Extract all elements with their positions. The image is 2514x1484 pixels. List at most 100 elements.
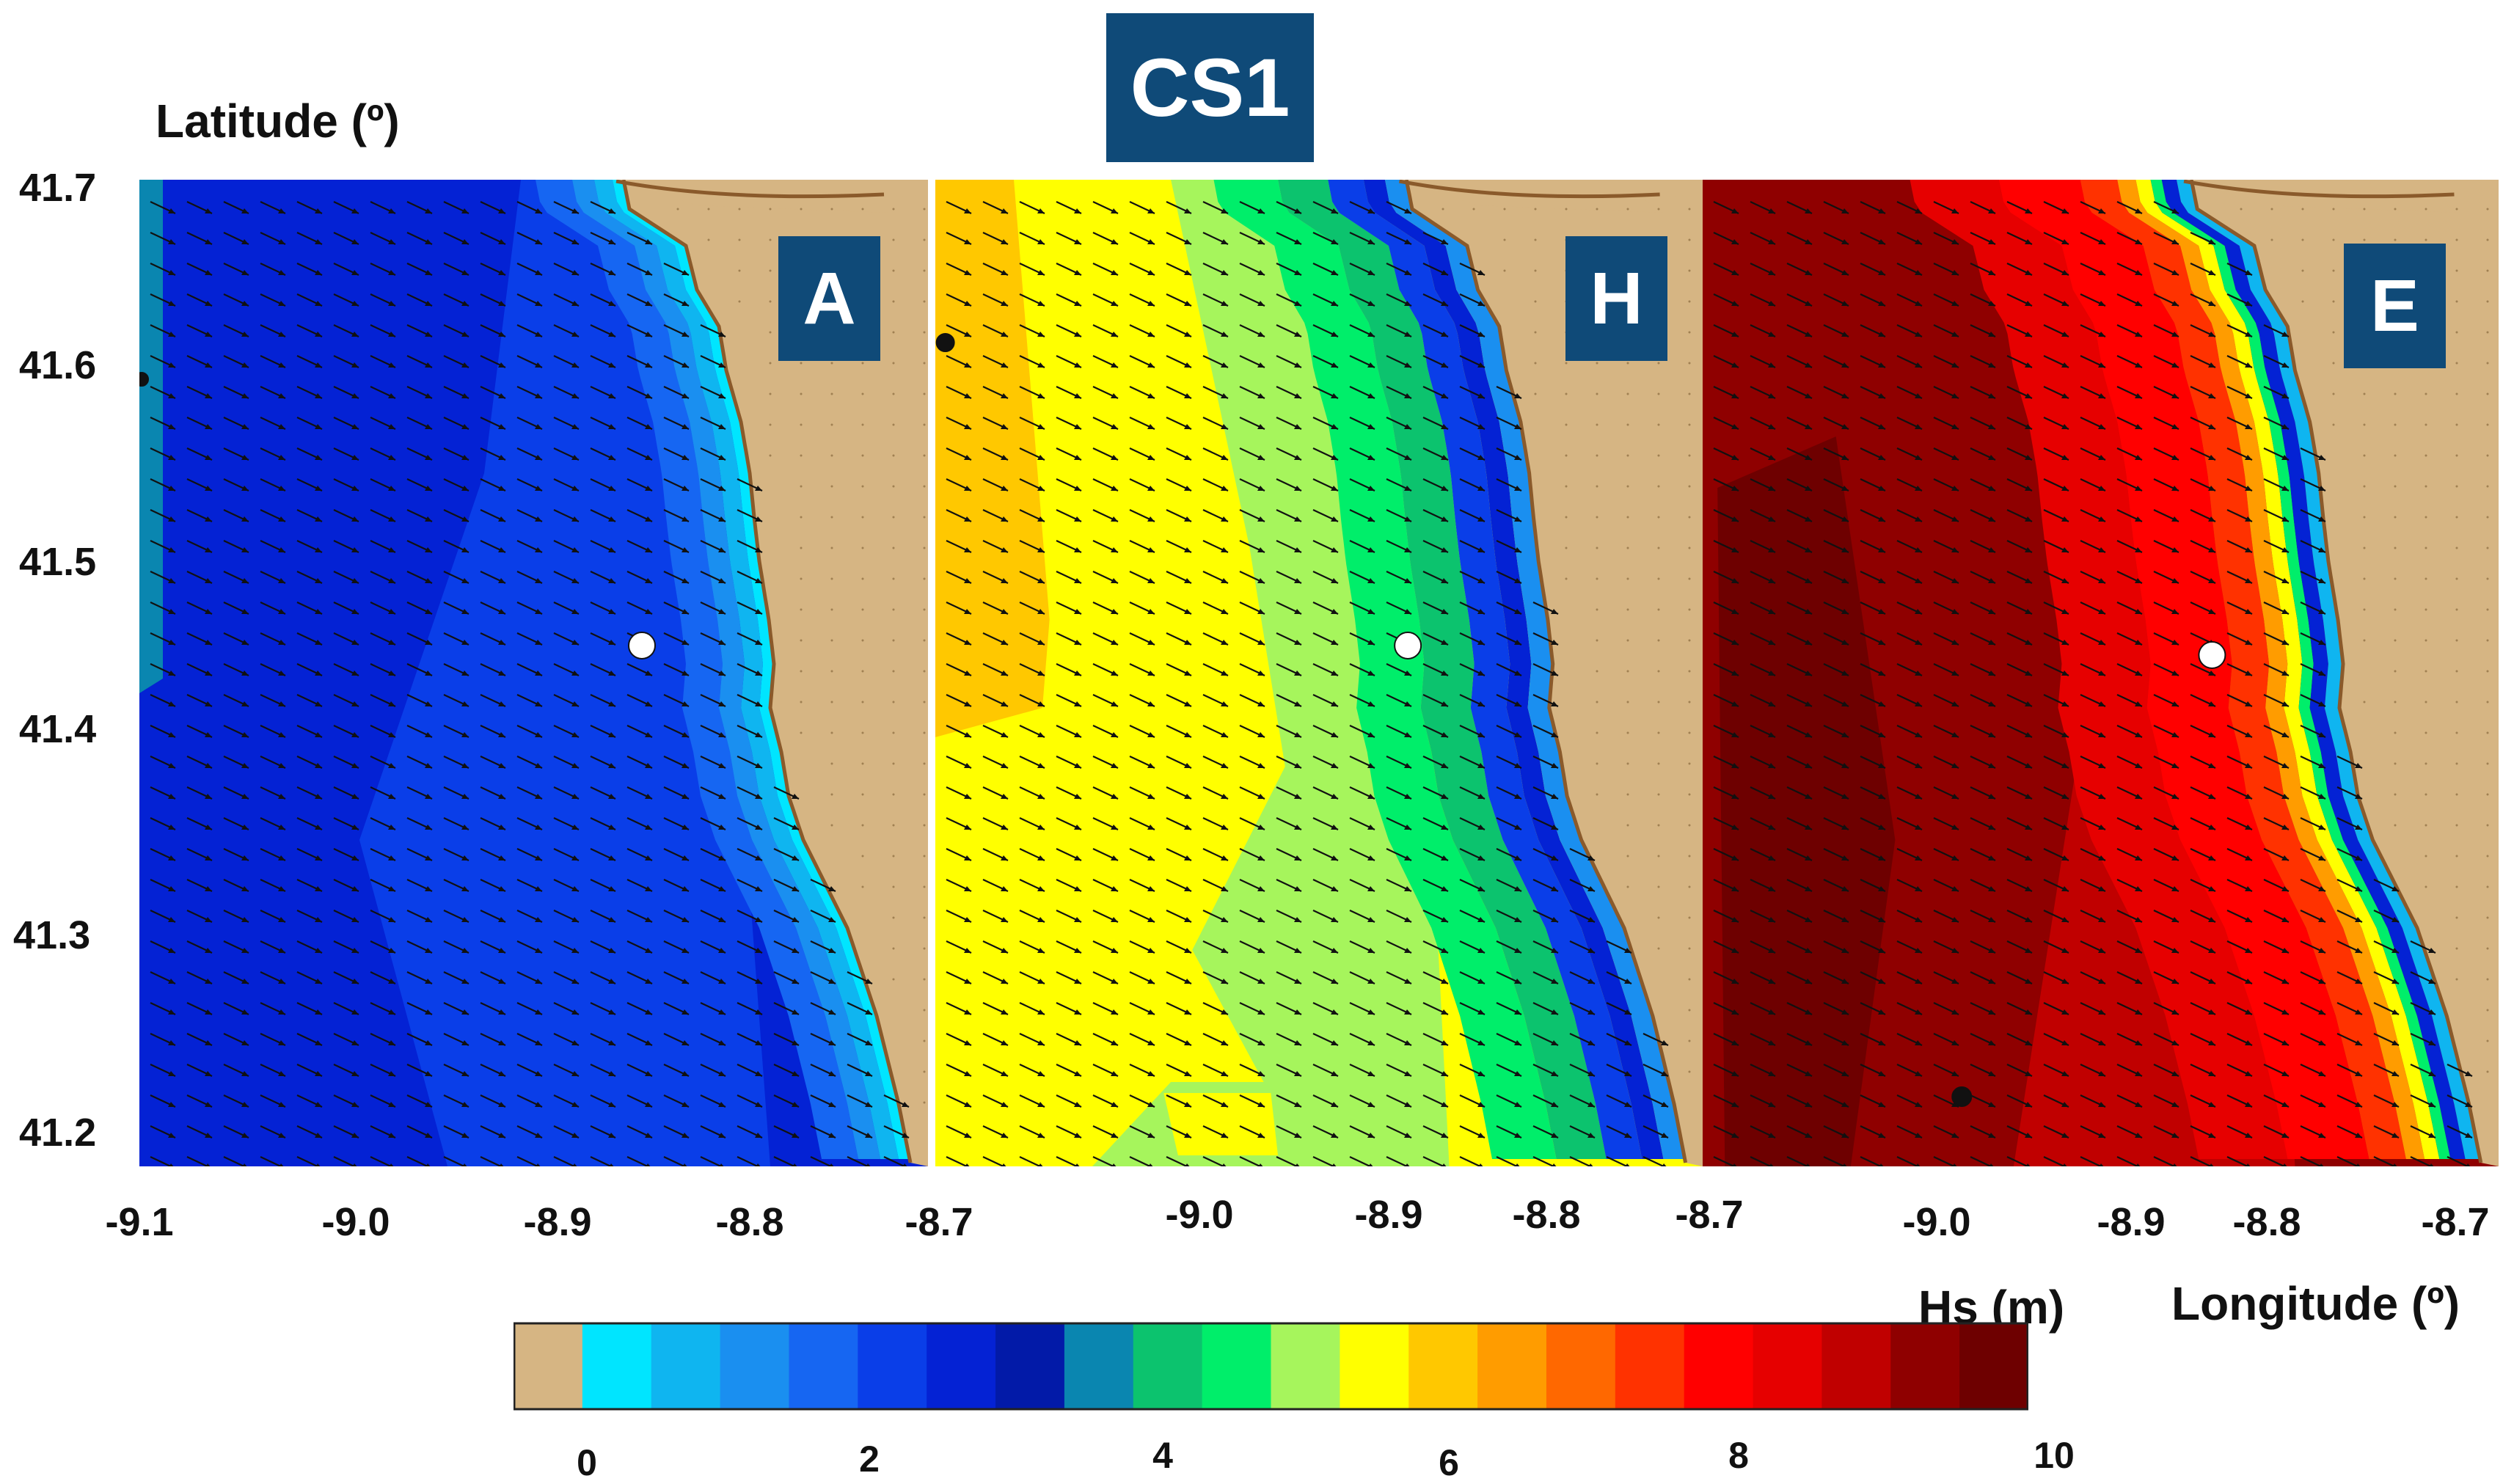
grid-dot	[1657, 454, 1660, 457]
wave-direction-arrow-head	[1111, 701, 1118, 706]
wave-direction-arrow-head	[241, 701, 249, 706]
wave-direction-arrow-head	[1147, 1009, 1155, 1015]
wave-direction-arrow-head	[1514, 917, 1521, 922]
grid-dot	[800, 577, 803, 580]
wave-direction-arrow-head	[1221, 516, 1228, 522]
wave-direction-arrow	[1933, 1156, 1956, 1166]
grid-dot	[1626, 577, 1629, 580]
wave-direction-arrow-head	[499, 1163, 504, 1166]
wave-direction-arrow-head	[2025, 270, 2032, 275]
wave-direction-arrow-head	[2429, 1163, 2434, 1166]
wave-direction-arrow-head	[278, 486, 285, 491]
wave-direction-arrow-head	[1587, 1102, 1595, 1107]
wave-direction-arrow-head	[2355, 886, 2362, 891]
wave-direction-arrow-head	[168, 825, 175, 830]
wave-direction-arrow	[700, 1156, 723, 1166]
grid-dot	[1626, 762, 1629, 765]
wave-direction-arrow-head	[2171, 455, 2179, 460]
grid-dot	[830, 824, 833, 827]
wave-direction-arrow-head	[2318, 979, 2325, 984]
wave-direction-arrow-head	[571, 486, 579, 491]
wave-direction-arrow-head	[1367, 1133, 1375, 1138]
wave-direction-arrow-head	[278, 794, 285, 799]
colorbar-tick-label: 2	[859, 1439, 880, 1480]
wave-direction-arrow-head	[351, 1133, 359, 1138]
wave-direction-arrow-head	[241, 239, 249, 244]
wave-direction-arrow-head	[205, 948, 212, 953]
wave-direction-arrow-head	[1477, 1102, 1485, 1107]
wave-direction-arrow-head	[535, 979, 542, 984]
wave-direction-arrow-head	[1988, 794, 1995, 799]
wave-direction-arrow-head	[1001, 763, 1008, 768]
wave-direction-arrow-head	[1624, 1009, 1631, 1015]
wave-direction-arrow-head	[1805, 362, 1812, 368]
wave-direction-arrow-head	[2098, 979, 2105, 984]
wave-direction-arrow-head	[755, 732, 762, 737]
wave-direction-arrow-head	[1988, 825, 1995, 830]
wave-direction-arrow-head	[1951, 825, 1959, 830]
wave-direction-arrow-head	[2318, 732, 2325, 737]
wave-direction-arrow-head	[461, 332, 469, 337]
colorbar-swatch	[995, 1323, 1065, 1409]
wave-direction-arrow-head	[2062, 1163, 2067, 1166]
wave-direction-arrow	[946, 1156, 969, 1166]
wave-direction-arrow-head	[1768, 578, 1775, 583]
wave-direction-arrow-head	[964, 1009, 971, 1015]
station-marker	[2198, 641, 2226, 669]
wave-direction-arrow-head	[1988, 362, 1995, 368]
wave-direction-arrow-head	[1294, 609, 1301, 614]
wave-direction-arrow-head	[2245, 486, 2252, 491]
wave-direction-arrow-head	[2281, 948, 2289, 953]
longitude-tick-label: -8.8	[715, 1200, 784, 1244]
wave-direction-arrow-head	[1294, 763, 1301, 768]
wave-direction-arrow-head	[682, 917, 689, 922]
wave-direction-arrow-head	[829, 1163, 834, 1166]
wave-direction-arrow-head	[1001, 732, 1008, 737]
grid-dot	[1657, 516, 1660, 519]
wave-direction-arrow-head	[168, 1133, 175, 1138]
grid-dot	[2394, 639, 2397, 642]
longitude-tick-label: -8.9	[523, 1200, 592, 1244]
wave-direction-arrow-head	[1841, 979, 1849, 984]
grid-dot	[892, 392, 895, 395]
wave-direction-arrow-head	[2391, 1009, 2399, 1015]
wave-direction-arrow-head	[205, 917, 212, 922]
wave-direction-arrow-head	[205, 979, 212, 984]
grid-dot	[2394, 454, 2397, 457]
wave-direction-arrow-head	[1257, 732, 1265, 737]
wave-direction-arrow-head	[2355, 1009, 2362, 1015]
wave-direction-arrow-head	[1768, 948, 1775, 953]
wave-direction-arrow-head	[1514, 609, 1521, 614]
wave-direction-arrow-head	[2171, 270, 2179, 275]
grid-dot	[923, 947, 926, 950]
grid-dot	[1626, 423, 1629, 426]
wave-direction-arrow-head	[1551, 763, 1558, 768]
wave-direction-arrow-head	[425, 547, 432, 552]
wave-direction-arrow-head	[461, 855, 469, 860]
wave-direction-arrow-head	[1221, 886, 1228, 891]
grid-dot	[769, 300, 772, 303]
colorbar	[514, 1320, 2028, 1412]
grid-dot	[1596, 701, 1598, 703]
wave-direction-arrow-head	[1915, 855, 1922, 860]
wave-direction-arrow-head	[571, 609, 579, 614]
grid-dot	[892, 454, 895, 457]
wave-direction-arrow-head	[608, 1102, 615, 1107]
wave-direction-arrow-head	[1841, 1102, 1849, 1107]
wave-direction-arrow-head	[1111, 763, 1118, 768]
wave-direction-arrow-head	[645, 516, 652, 522]
wave-direction-arrow-head	[315, 455, 322, 460]
wave-direction-arrow-head	[1805, 701, 1812, 706]
wave-direction-arrow-head	[682, 424, 689, 429]
wave-direction-arrow-head	[1988, 270, 1995, 275]
wave-direction-arrow-head	[645, 1133, 652, 1138]
wave-direction-arrow-head	[1331, 917, 1338, 922]
grid-dot	[1657, 701, 1660, 703]
wave-direction-arrow-head	[1147, 301, 1155, 306]
wave-direction-arrow-head	[315, 332, 322, 337]
wave-direction-arrow-head	[2391, 948, 2399, 953]
wave-direction-arrow-head	[498, 917, 505, 922]
wave-direction-arrow-head	[1841, 424, 1849, 429]
grid-dot	[861, 454, 864, 457]
wave-direction-arrow-head	[1841, 208, 1849, 213]
